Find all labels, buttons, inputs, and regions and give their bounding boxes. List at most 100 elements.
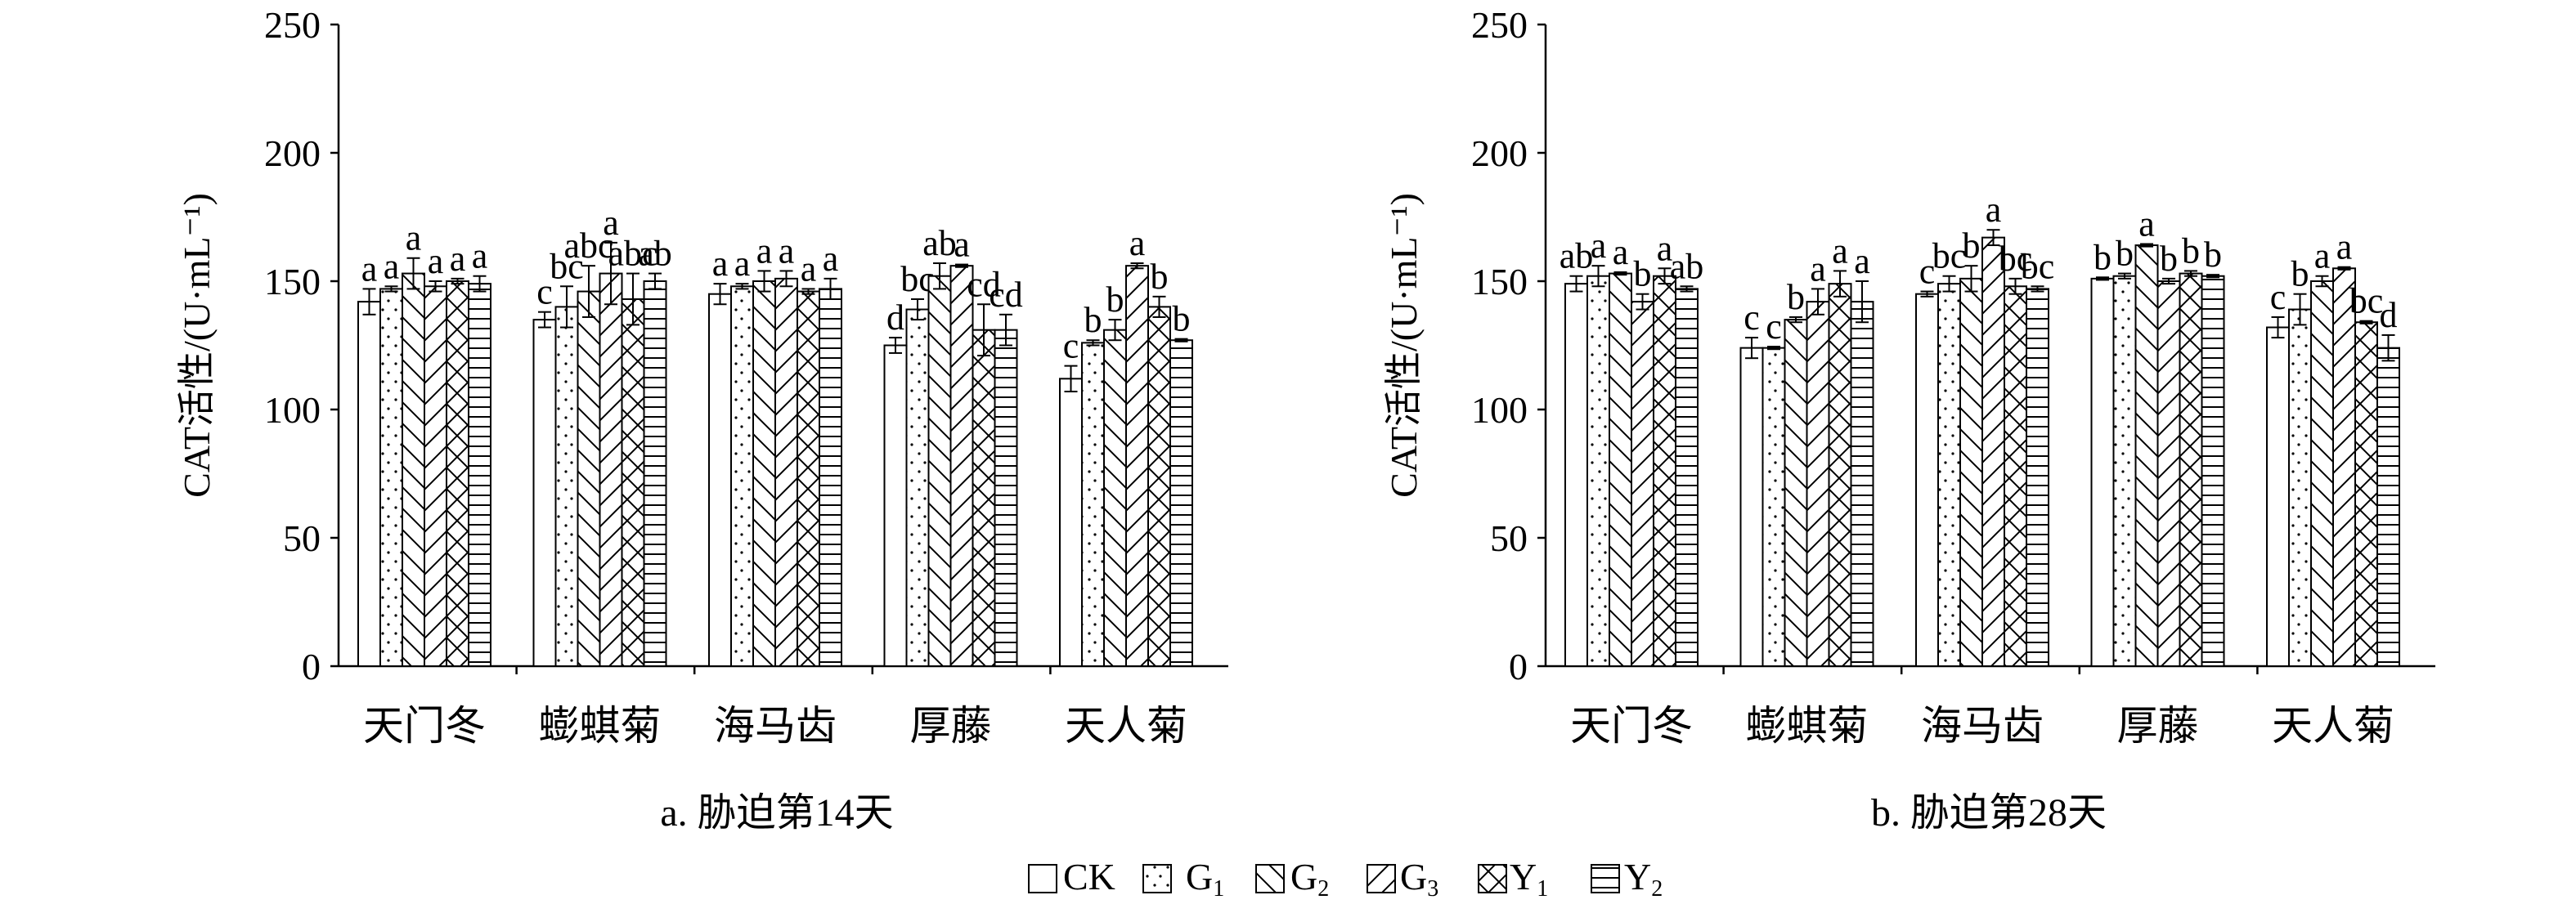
significance-label: b xyxy=(1106,280,1124,320)
y-tick-label: 200 xyxy=(264,132,321,174)
bar xyxy=(1761,347,1786,667)
bar xyxy=(1653,275,1676,667)
legend-swatch-y2 xyxy=(1591,864,1620,893)
legend-item-g2: G2 xyxy=(1255,856,1329,902)
legend-item-g3: G3 xyxy=(1367,856,1438,902)
significance-label: b xyxy=(1634,254,1652,294)
legend: CK G1 G2 G3 Y1 Y2 xyxy=(1028,856,1663,902)
significance-label: b xyxy=(2182,230,2200,271)
bar xyxy=(2156,280,2181,667)
bar xyxy=(424,285,447,667)
y-tick-label: 50 xyxy=(283,517,321,559)
bar xyxy=(446,280,469,667)
bar xyxy=(1586,275,1610,667)
significance-label: a xyxy=(2138,204,2155,244)
bar xyxy=(577,290,601,667)
bar xyxy=(1739,347,1764,667)
y-tick-label: 150 xyxy=(264,261,321,302)
significance-label: a xyxy=(801,248,817,289)
bar xyxy=(1609,272,1632,667)
bar xyxy=(1103,329,1127,667)
bar xyxy=(883,344,908,667)
y-tick-label: 50 xyxy=(1490,517,1528,559)
significance-label: a xyxy=(1613,232,1629,272)
bar xyxy=(2090,277,2115,667)
significance-label: a xyxy=(1986,190,2002,230)
significance-label: b xyxy=(1173,299,1191,339)
bar xyxy=(2354,321,2378,667)
significance-label: b xyxy=(1963,226,1981,266)
significance-label: a xyxy=(361,248,378,289)
category-label: 天人菊 xyxy=(2272,703,2394,749)
legend-label-y2: Y2 xyxy=(1624,856,1663,902)
significance-label: a xyxy=(954,225,970,265)
bar xyxy=(2112,275,2137,667)
significance-label: c xyxy=(536,272,553,312)
bar xyxy=(994,329,1018,667)
significance-label: d xyxy=(2380,295,2398,335)
bar xyxy=(1828,283,1852,667)
significance-label: b xyxy=(1787,277,1805,317)
category-label: 厚藤 xyxy=(910,703,992,749)
bar xyxy=(1981,236,2005,667)
significance-label: a xyxy=(779,230,795,271)
significance-label: cd xyxy=(989,275,1023,315)
y-axis-title: CAT活性/(U·mL⁻¹) xyxy=(1383,193,1425,498)
significance-label: a xyxy=(1832,230,1848,271)
bar xyxy=(402,272,425,667)
significance-label: cd xyxy=(967,264,1001,304)
legend-swatch-g3 xyxy=(1367,864,1396,893)
bar xyxy=(599,272,623,667)
bar xyxy=(1125,265,1149,667)
bar xyxy=(1081,342,1105,667)
bar xyxy=(2266,326,2290,667)
bar xyxy=(774,277,798,667)
bar xyxy=(1806,301,1830,667)
significance-label: a xyxy=(734,244,751,284)
significance-label: a xyxy=(823,239,839,279)
significance-label: a xyxy=(603,203,619,243)
significance-label: b xyxy=(2204,235,2222,275)
bar xyxy=(621,298,645,667)
y-tick-label: 0 xyxy=(302,646,321,687)
significance-label: a xyxy=(384,246,400,286)
bar xyxy=(468,283,491,667)
bar xyxy=(819,288,842,667)
category-label: 天门冬 xyxy=(1570,703,1693,749)
bar xyxy=(949,265,974,667)
significance-label: a xyxy=(406,218,422,258)
bar xyxy=(927,275,952,667)
bar xyxy=(752,280,776,667)
bar xyxy=(730,285,754,667)
bar xyxy=(643,280,667,667)
significance-label: b xyxy=(2291,254,2309,294)
bar xyxy=(2201,275,2225,667)
panel-caption: b. 胁迫第28天 xyxy=(1871,791,2107,835)
legend-swatch-g2 xyxy=(1255,864,1285,893)
significance-label: a xyxy=(756,230,773,271)
significance-label: a xyxy=(428,241,444,281)
bar xyxy=(1564,283,1588,667)
significance-label: b xyxy=(2116,234,2134,274)
significance-label: abc xyxy=(608,234,657,274)
significance-label: a xyxy=(1129,223,1146,263)
bar xyxy=(905,308,930,667)
bar xyxy=(1937,283,1961,667)
bar xyxy=(554,306,579,667)
bar xyxy=(532,319,557,667)
bar xyxy=(2179,272,2203,667)
bar xyxy=(2376,347,2400,667)
legend-label-g1: G1 xyxy=(1186,856,1224,902)
legend-label-ck: CK xyxy=(1063,856,1115,897)
significance-label: b xyxy=(2094,237,2112,277)
significance-label: a xyxy=(1854,241,1870,281)
legend-item-g1: G1 xyxy=(1142,856,1224,902)
legend-swatch-ck xyxy=(1028,864,1057,893)
bar xyxy=(797,290,820,667)
y-tick-label: 100 xyxy=(264,389,321,431)
category-label: 蟛蜞菊 xyxy=(1746,703,1869,749)
bar xyxy=(1147,306,1171,667)
bar xyxy=(1059,378,1083,667)
significance-label: a xyxy=(712,244,729,284)
